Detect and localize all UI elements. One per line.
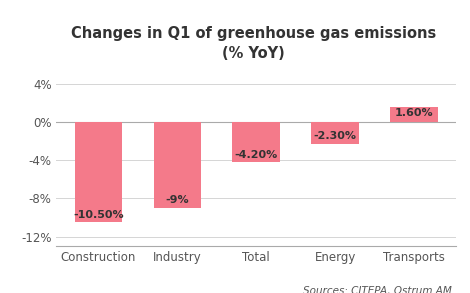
- Text: -10.50%: -10.50%: [73, 210, 124, 220]
- Text: -2.30%: -2.30%: [313, 132, 357, 142]
- Bar: [312, 122, 359, 144]
- Text: -9%: -9%: [165, 195, 189, 205]
- Bar: [154, 122, 201, 208]
- Text: Changes in Q1 of greenhouse gas emissions
(% YoY): Changes in Q1 of greenhouse gas emission…: [71, 26, 437, 61]
- Text: -4.20%: -4.20%: [235, 150, 278, 160]
- Bar: [233, 122, 280, 162]
- Bar: [391, 107, 438, 122]
- Text: Sources: CITEPA, Ostrum AM: Sources: CITEPA, Ostrum AM: [303, 286, 452, 293]
- Bar: [75, 122, 122, 222]
- Text: 1.60%: 1.60%: [395, 108, 433, 118]
